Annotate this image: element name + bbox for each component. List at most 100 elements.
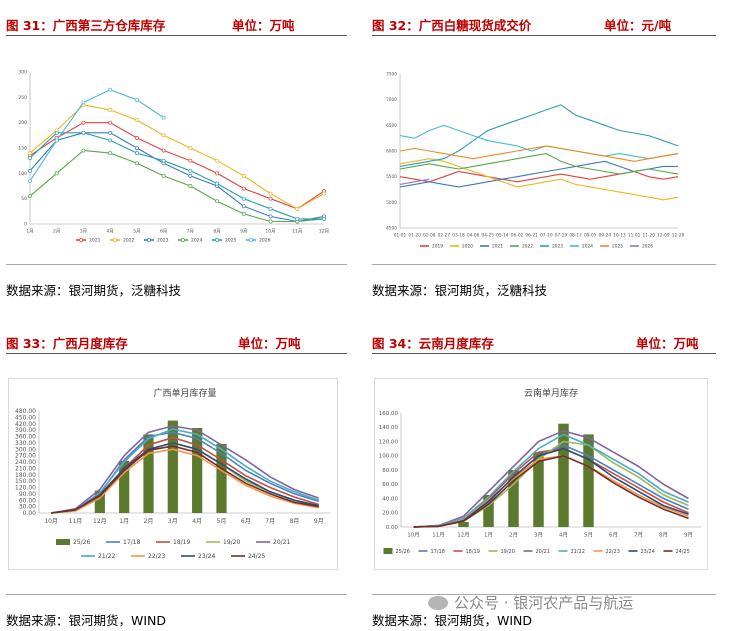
- series-line: [413, 433, 689, 528]
- y-tick-label: 420.00: [15, 421, 36, 428]
- bar: [458, 522, 469, 527]
- legend-swatch: [383, 548, 393, 554]
- data-point: [81, 130, 86, 135]
- legend-label: 2019: [432, 244, 443, 250]
- data-point: [28, 151, 32, 156]
- data-point: [28, 168, 32, 173]
- unit-label: 单位：万吨: [238, 336, 301, 351]
- x-tick-label: 12月: [93, 518, 107, 525]
- bar: [583, 434, 594, 527]
- x-tick-label: 9月: [684, 532, 693, 539]
- data-point: [241, 186, 246, 191]
- x-tick-label: 12-28: [672, 232, 685, 238]
- y-tick-label: 210.00: [15, 465, 36, 472]
- data-point: [241, 196, 246, 201]
- data-point: [188, 146, 193, 150]
- data-point: [188, 184, 193, 188]
- y-tick-label: 6500: [386, 123, 397, 129]
- data-point: [28, 156, 32, 161]
- y-tick-label: 100: [18, 171, 27, 177]
- data-point: [28, 178, 32, 183]
- data-point: [108, 87, 113, 92]
- y-tick-label: 150.00: [15, 478, 36, 485]
- y-tick-label: 60.00: [19, 497, 36, 504]
- y-tick-label: 160.00: [379, 411, 399, 417]
- legend-label: 21/22: [98, 553, 115, 560]
- series-line: [29, 122, 325, 210]
- bar: [167, 420, 178, 513]
- x-tick-label: 02-27: [438, 232, 451, 238]
- y-tick-label: 50: [21, 196, 27, 202]
- series-line: [413, 440, 689, 528]
- data-point: [295, 206, 300, 211]
- legend-label: 23/24: [641, 549, 655, 555]
- x-tick-label: 1月: [26, 229, 33, 235]
- data-point: [188, 173, 193, 178]
- x-tick-label: 09-05: [584, 232, 597, 238]
- x-tick-label: 1月: [484, 532, 493, 539]
- y-tick-label: 360.00: [15, 434, 36, 441]
- data-point: [241, 211, 246, 216]
- x-tick-label: 1月: [119, 518, 129, 525]
- legend-label: 24/25: [676, 549, 690, 555]
- x-tick-label: 03-18: [452, 232, 465, 238]
- x-tick-label: 6月: [241, 518, 251, 525]
- y-tick-label: 5000: [386, 200, 397, 206]
- data-point: [295, 216, 300, 221]
- y-tick-label: 100.00: [379, 454, 399, 460]
- x-tick-label: 11-01: [628, 232, 641, 238]
- series-line: [29, 89, 164, 182]
- x-tick-label: 11月: [292, 229, 302, 235]
- series-line: [29, 104, 325, 210]
- series-line: [399, 158, 679, 201]
- legend-label: 2021: [492, 244, 503, 250]
- x-tick-label: 6月: [609, 532, 618, 539]
- y-tick-label: 300: [18, 70, 27, 76]
- chart-title: 广西单月库存量: [153, 387, 216, 399]
- figure-title: 图 34：云南月度库存: [372, 336, 494, 351]
- x-tick-label: 2月: [509, 532, 518, 539]
- x-tick-label: 3月: [534, 532, 543, 539]
- figure-title: 图 32：广西白糖现货成交价: [372, 18, 532, 33]
- x-tick-label: 04-25: [482, 232, 495, 238]
- bar: [483, 494, 494, 527]
- data-point: [108, 151, 113, 156]
- legend-label: 19/20: [501, 549, 515, 555]
- data-point: [161, 148, 166, 153]
- y-tick-label: 80.00: [382, 468, 398, 474]
- source-note: 数据来源：银河期货，泛糖科技: [372, 283, 548, 298]
- data-point: [241, 173, 246, 178]
- series-line: [29, 149, 325, 223]
- series-line: [413, 447, 689, 528]
- data-point: [268, 191, 273, 196]
- data-point: [81, 100, 86, 105]
- series-line: [29, 132, 325, 223]
- data-point: [108, 138, 113, 143]
- x-tick-label: 05-14: [496, 232, 509, 238]
- divider: [372, 594, 716, 595]
- y-tick-label: 30.00: [19, 504, 36, 511]
- x-tick-label: 06-02: [511, 232, 524, 238]
- y-tick-label: 90.00: [19, 491, 36, 498]
- legend-label: 18/19: [173, 539, 190, 546]
- y-tick-label: 390.00: [15, 427, 36, 434]
- y-tick-label: 450.00: [15, 414, 36, 421]
- y-tick-label: 60.00: [382, 482, 398, 488]
- data-point: [108, 130, 113, 135]
- y-tick-label: 0: [24, 222, 27, 228]
- figure-title: 图 31：广西第三方仓库库存: [6, 18, 166, 33]
- x-tick-label: 4月: [192, 518, 202, 525]
- chart-panel: 广西单月库存量 0.00 30.00 60.00 90.00 120.00 150.00 18…: [8, 378, 338, 570]
- legend-label: 25/26: [73, 539, 90, 546]
- bar: [558, 423, 569, 527]
- x-tick-label: 10月: [407, 532, 420, 539]
- data-point: [134, 151, 139, 156]
- legend-label: 24/25: [248, 553, 265, 560]
- y-tick-label: 0.00: [386, 525, 399, 531]
- figure-title: 图 33：广西月度库存: [6, 336, 128, 351]
- x-tick-label: 08-17: [569, 232, 582, 238]
- series-line: [399, 178, 430, 185]
- series-line: [399, 160, 678, 188]
- bar: [192, 428, 203, 513]
- data-point: [134, 97, 139, 102]
